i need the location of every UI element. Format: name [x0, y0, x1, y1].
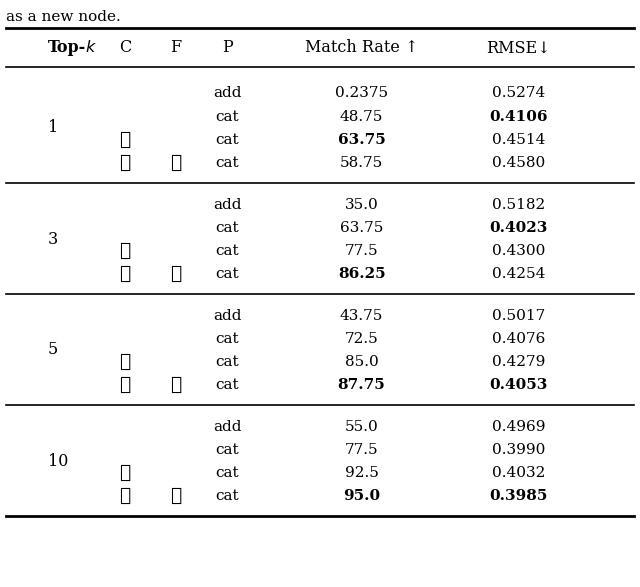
Text: ✓: ✓: [119, 487, 131, 505]
Text: 95.0: 95.0: [343, 489, 380, 503]
Text: cat: cat: [216, 378, 239, 392]
Text: 0.4969: 0.4969: [492, 420, 545, 434]
Text: ✓: ✓: [119, 154, 131, 172]
Text: ✓: ✓: [170, 487, 182, 505]
Text: 5: 5: [48, 342, 58, 359]
Text: 0.4106: 0.4106: [489, 110, 548, 124]
Text: 1: 1: [48, 120, 58, 137]
Text: $k$: $k$: [85, 39, 97, 56]
Text: 0.5017: 0.5017: [492, 309, 545, 323]
Text: 86.25: 86.25: [338, 267, 385, 281]
Text: 58.75: 58.75: [340, 156, 383, 170]
Text: ✓: ✓: [119, 242, 131, 260]
Text: 0.4053: 0.4053: [489, 378, 548, 392]
Text: 0.4279: 0.4279: [492, 355, 545, 369]
Text: 10: 10: [48, 453, 68, 470]
Text: P: P: [222, 39, 232, 56]
Text: Top-: Top-: [48, 39, 86, 56]
Text: 0.2375: 0.2375: [335, 86, 388, 100]
Text: ✓: ✓: [170, 265, 182, 283]
Text: cat: cat: [216, 489, 239, 503]
Text: cat: cat: [216, 156, 239, 170]
Text: cat: cat: [216, 355, 239, 369]
Text: 72.5: 72.5: [345, 332, 378, 346]
Text: ✓: ✓: [119, 464, 131, 482]
Text: 55.0: 55.0: [345, 420, 378, 434]
Text: add: add: [213, 198, 241, 212]
Text: ✓: ✓: [170, 376, 182, 394]
Text: cat: cat: [216, 133, 239, 147]
Text: add: add: [213, 309, 241, 323]
Text: cat: cat: [216, 466, 239, 480]
Text: 63.75: 63.75: [340, 221, 383, 235]
Text: cat: cat: [216, 443, 239, 457]
Text: 48.75: 48.75: [340, 110, 383, 124]
Text: 63.75: 63.75: [338, 133, 385, 147]
Text: 0.4514: 0.4514: [492, 133, 545, 147]
Text: add: add: [213, 86, 241, 100]
Text: ✓: ✓: [119, 353, 131, 371]
Text: 92.5: 92.5: [345, 466, 378, 480]
Text: 0.4076: 0.4076: [492, 332, 545, 346]
Text: add: add: [213, 420, 241, 434]
Text: 0.4254: 0.4254: [492, 267, 545, 281]
Text: 43.75: 43.75: [340, 309, 383, 323]
Text: 77.5: 77.5: [345, 244, 378, 258]
Text: cat: cat: [216, 221, 239, 235]
Text: 0.3990: 0.3990: [492, 443, 545, 457]
Text: RMSE↓: RMSE↓: [486, 39, 550, 56]
Text: 87.75: 87.75: [338, 378, 385, 392]
Text: cat: cat: [216, 244, 239, 258]
Text: cat: cat: [216, 267, 239, 281]
Text: 0.5182: 0.5182: [492, 198, 545, 212]
Text: ✓: ✓: [119, 265, 131, 283]
Text: 3: 3: [48, 231, 58, 248]
Text: 0.5274: 0.5274: [492, 86, 545, 100]
Text: ✓: ✓: [119, 131, 131, 149]
Text: Match Rate ↑: Match Rate ↑: [305, 39, 419, 56]
Text: F: F: [170, 39, 182, 56]
Text: 0.3985: 0.3985: [489, 489, 548, 503]
Text: 77.5: 77.5: [345, 443, 378, 457]
Text: 0.4300: 0.4300: [492, 244, 545, 258]
Text: 0.4580: 0.4580: [492, 156, 545, 170]
Text: 85.0: 85.0: [345, 355, 378, 369]
Text: ✓: ✓: [170, 154, 182, 172]
Text: cat: cat: [216, 110, 239, 124]
Text: C: C: [118, 39, 131, 56]
Text: cat: cat: [216, 332, 239, 346]
Text: ✓: ✓: [119, 376, 131, 394]
Text: 0.4032: 0.4032: [492, 466, 545, 480]
Text: as a new node.: as a new node.: [6, 10, 121, 24]
Text: 0.4023: 0.4023: [489, 221, 548, 235]
Text: 35.0: 35.0: [345, 198, 378, 212]
